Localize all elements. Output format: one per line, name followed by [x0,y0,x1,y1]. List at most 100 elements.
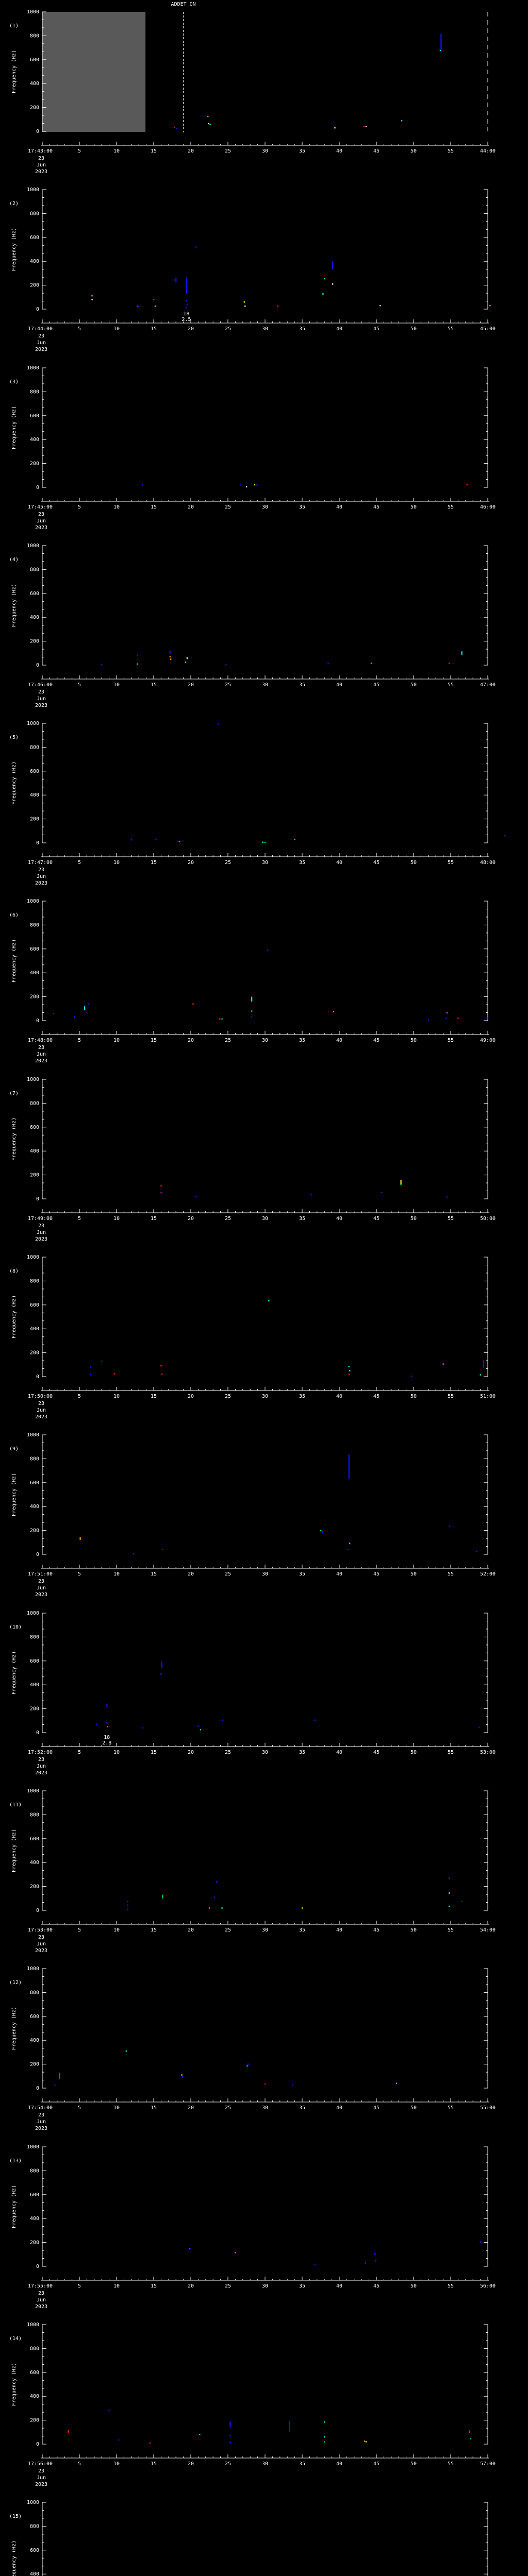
detection-point [243,301,245,303]
x-tick-label: 25 [225,504,231,510]
x-tick-label: 15 [151,1038,157,1043]
x-tick-label: 25 [225,860,231,866]
event-magnitude-annotation: 2.5 [182,317,191,323]
end-time-label: 55:00 [480,2105,496,2111]
detection-streak [169,651,171,654]
detection-point [449,1526,450,1528]
x-tick-label: 20 [188,1216,194,1222]
detection-point [90,1374,91,1375]
panel-index-label: (1) [9,23,19,29]
x-tick-label: 40 [336,148,342,154]
date-year-label: 2023 [35,1948,47,1954]
detection-point [186,300,187,302]
start-time-label: 17:53:00 [28,1927,53,1933]
detection-point [314,2263,316,2265]
y-tick-label: 600 [30,769,39,774]
x-tick-label: 35 [299,2105,305,2111]
detection-point [91,299,93,301]
y-tick-label: 400 [30,792,39,798]
x-tick-label: 50 [410,1038,417,1043]
detection-point [381,1191,383,1193]
start-time-label: 17:52:00 [28,1750,53,1755]
detection-point [137,663,138,665]
x-tick-label: 5 [78,1394,81,1399]
detection-point [138,306,140,308]
end-time-label: 46:00 [480,504,496,510]
detection-streak [348,1454,350,1480]
date-month-label: Jun [37,2475,46,2481]
x-tick-label: 45 [373,148,380,154]
detection-point [254,484,256,485]
end-time-label: 47:00 [480,682,496,688]
detection-point [478,1726,480,1728]
x-tick-label: 50 [410,682,417,688]
detection-streak [375,2259,376,2262]
x-tick-label: 15 [151,1750,157,1755]
end-time-label: 56:00 [480,2283,496,2289]
detection-streak [73,1016,75,1018]
panel-index-label: (15) [9,2514,22,2519]
x-tick-label: 55 [448,2105,454,2111]
y-tick-label: 400 [30,615,39,620]
detection-streak [480,2240,481,2243]
x-tick-label: 55 [448,860,454,866]
y-tick-label: 200 [30,283,39,289]
date-month-label: Jun [37,518,46,524]
x-tick-label: 35 [299,1927,305,1933]
detection-point [363,126,365,127]
detection-point [380,305,381,307]
x-tick-label: 30 [262,1038,268,1043]
y-tick-label: 0 [36,1196,39,1202]
x-tick-label: 55 [448,1216,454,1222]
detection-streak [289,2420,290,2432]
x-tick-label: 35 [299,504,305,510]
x-tick-label: 10 [113,326,120,332]
x-tick-label: 15 [151,148,157,154]
detection-point [267,950,268,952]
x-tick-label: 25 [225,682,231,688]
date-day-label: 23 [38,333,44,339]
date-year-label: 2023 [35,2482,47,2487]
detection-point [449,1905,450,1907]
x-tick-label: 20 [188,326,194,332]
x-tick-label: 25 [225,326,231,332]
y-tick-label: 0 [36,2264,39,2269]
date-month-label: Jun [37,1941,46,1947]
x-tick-label: 45 [373,860,380,866]
x-tick-label: 10 [113,682,120,688]
date-month-label: Jun [37,2119,46,2125]
detection-point [179,841,180,842]
spectrogram-panel-1: ADDET_ON 0 200 400 600 800 1000 Frequency (Hz) (… [9,2,496,175]
x-tick-label: 20 [188,2283,194,2289]
y-tick-label: 800 [30,567,39,572]
detection-point [142,484,143,486]
end-time-label: 52:00 [480,1571,496,1577]
detection-streak [68,2430,69,2433]
panel-index-label: (3) [9,379,19,385]
detection-point [262,841,263,843]
y-tick-label: 1000 [27,899,39,904]
detection-point [264,2083,266,2085]
y-axis-title: Frequency (Hz) [11,1295,17,1338]
detection-point [155,839,157,840]
date-month-label: Jun [37,2297,46,2303]
x-tick-label: 40 [336,2105,342,2111]
x-tick-label: 50 [410,1927,417,1933]
spectrogram-panel-2: 0 200 400 600 800 1000 Frequency (Hz) (2) 5 10 15 2… [9,187,496,352]
detection-point [197,1725,199,1727]
spectrogram-panel-11: 0 200 400 600 800 1000 Frequency (Hz) (11) 5 10 15… [9,1788,496,1954]
spectrogram-panel-5: 0 200 400 600 800 1000 Frequency (Hz) (5) 5 10 15 2… [9,721,506,886]
x-tick-label: 25 [225,2461,231,2467]
detection-streak [106,1703,108,1707]
x-tick-label: 30 [262,2105,268,2111]
x-tick-label: 50 [410,1216,417,1222]
y-tick-label: 0 [36,663,39,668]
y-tick-label: 800 [30,745,39,751]
y-tick-label: 1000 [27,1255,39,1260]
y-tick-label: 600 [30,2192,39,2197]
start-time-label: 17:56:00 [28,2461,53,2467]
x-tick-label: 15 [151,1927,157,1933]
x-tick-label: 35 [299,860,305,866]
y-tick-label: 600 [30,946,39,952]
detection-point [244,306,246,307]
